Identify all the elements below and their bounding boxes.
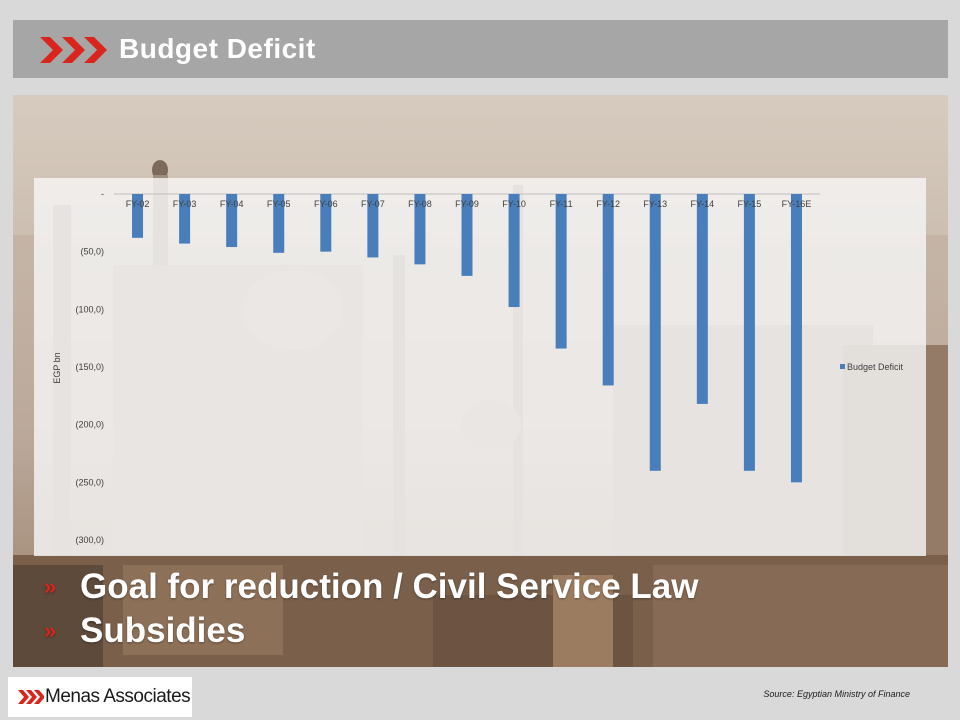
y-tick-label: (300,0) — [75, 535, 104, 545]
bar-fy-13 — [649, 194, 661, 471]
bullet-list: » Goal for reduction / Civil Service Law… — [44, 565, 924, 653]
x-tick-label: FY-07 — [361, 199, 385, 209]
bar-fy-16e — [790, 194, 802, 483]
x-tick-label: FY-03 — [173, 199, 197, 209]
bar-fy-11 — [555, 194, 567, 349]
triple-chevron-icon — [40, 37, 107, 63]
x-tick-label: FY-11 — [550, 199, 573, 209]
y-tick-label: (100,0) — [75, 304, 104, 314]
bullet-item: » Goal for reduction / Civil Service Law — [44, 565, 924, 609]
y-tick-label: - — [101, 189, 104, 199]
title-bar: Budget Deficit — [13, 20, 948, 78]
bullet-text: Goal for reduction / Civil Service Law — [80, 567, 699, 606]
y-tick-label: (150,0) — [75, 362, 104, 372]
x-tick-label: FY-10 — [502, 199, 526, 209]
bar-fy-15 — [743, 194, 755, 471]
y-tick-label: (50,0) — [80, 247, 104, 257]
x-tick-label: FY-05 — [267, 199, 291, 209]
legend-label: Budget Deficit — [847, 362, 904, 372]
x-tick-label: FY-16E — [782, 199, 812, 209]
slide-title: Budget Deficit — [119, 33, 316, 64]
bar-fy-03 — [179, 194, 191, 244]
bar-fy-07 — [367, 194, 379, 258]
logo-text: Menas Associates — [45, 686, 191, 707]
company-logo: Menas Associates — [8, 677, 192, 717]
bar-fy-14 — [696, 194, 708, 404]
legend-swatch — [840, 364, 845, 369]
x-tick-label: FY-06 — [314, 199, 338, 209]
y-tick-label: (250,0) — [75, 477, 104, 487]
x-tick-label: FY-08 — [408, 199, 432, 209]
bar-fy-06 — [320, 194, 332, 252]
bar-fy-08 — [414, 194, 426, 265]
bullet-text: Subsidies — [80, 611, 246, 650]
bar-fy-12 — [602, 194, 614, 386]
x-tick-label: FY-12 — [596, 199, 620, 209]
x-tick-label: FY-14 — [690, 199, 714, 209]
logo-chevron-icon — [18, 690, 44, 704]
x-tick-label: FY-15 — [738, 199, 762, 209]
bar-fy-04 — [226, 194, 238, 248]
bar-fy-10 — [508, 194, 520, 308]
source-note: Source: Egyptian Ministry of Finance — [763, 689, 910, 699]
double-chevron-icon: » — [44, 618, 57, 643]
bullet-item: » Subsidies — [44, 609, 924, 653]
budget-deficit-chart: EGP bn - (50,0) (100,0) (150,0) (200,0) (250,… — [52, 189, 904, 545]
chart-panel: EGP bn - (50,0) (100,0) (150,0) (200,0) (250,… — [34, 178, 926, 556]
x-tick-label: FY-09 — [455, 199, 479, 209]
bar-fy-05 — [273, 194, 285, 253]
x-tick-label: FY-02 — [126, 199, 150, 209]
x-tick-label: FY-04 — [220, 199, 244, 209]
bar-fy-09 — [461, 194, 473, 276]
x-tick-label: FY-13 — [643, 199, 667, 209]
double-chevron-icon: » — [44, 574, 57, 599]
bar-fy-02 — [132, 194, 144, 238]
y-tick-label: (200,0) — [75, 420, 104, 430]
y-axis-label: EGP bn — [52, 352, 62, 383]
